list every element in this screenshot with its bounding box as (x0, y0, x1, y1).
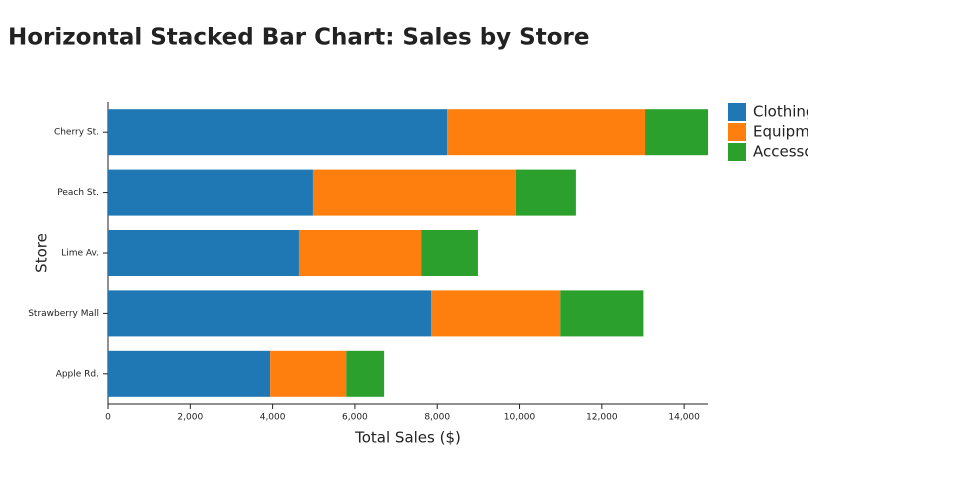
x-tick-label: 2,000 (177, 413, 203, 423)
bar-segment (108, 230, 299, 276)
legend: Clothing Equipment Accessories (728, 103, 841, 161)
x-tick-label: 4,000 (260, 413, 286, 423)
x-tick-label: 8,000 (424, 413, 450, 423)
bar-segment (108, 109, 448, 156)
y-tick-label: Strawberry Mall (28, 309, 99, 319)
bar-segment (298, 230, 422, 276)
bar-segment (108, 169, 313, 216)
bar-segment (515, 169, 576, 216)
x-tick-label: 0 (105, 413, 111, 423)
legend-swatch (728, 103, 746, 121)
bar-segment (447, 109, 646, 156)
legend-label: Clothing (753, 103, 815, 121)
bar-segment (421, 230, 478, 276)
x-axis-title: Total Sales ($) (354, 429, 461, 447)
legend-swatch (728, 123, 746, 141)
chart-title: Horizontal Stacked Bar Chart: Sales by S… (8, 25, 589, 51)
y-tick-label: Apple Rd. (56, 369, 99, 379)
x-tick-label: 6,000 (342, 413, 368, 423)
y-tick-label: Cherry St. (54, 128, 99, 138)
legend-swatch (728, 143, 746, 161)
x-tick-label: 12,000 (586, 413, 618, 423)
legend-label: Equipment (753, 123, 835, 141)
y-tick-label: Lime Av. (61, 249, 99, 259)
bar-segment (560, 290, 644, 337)
bar-segment (270, 350, 347, 397)
legend-label: Accessories (753, 143, 841, 161)
bar-segment (108, 350, 271, 397)
y-axis-title: Store (33, 233, 51, 273)
bar-segment (431, 290, 561, 337)
x-tick-label: 10,000 (504, 413, 536, 423)
x-tick-label: 14,000 (668, 413, 700, 423)
bar-segment (346, 350, 385, 397)
y-tick-label: Peach St. (57, 188, 99, 198)
bar-segment (645, 109, 708, 156)
bar-segment (312, 169, 516, 216)
bar-segment (108, 290, 432, 337)
